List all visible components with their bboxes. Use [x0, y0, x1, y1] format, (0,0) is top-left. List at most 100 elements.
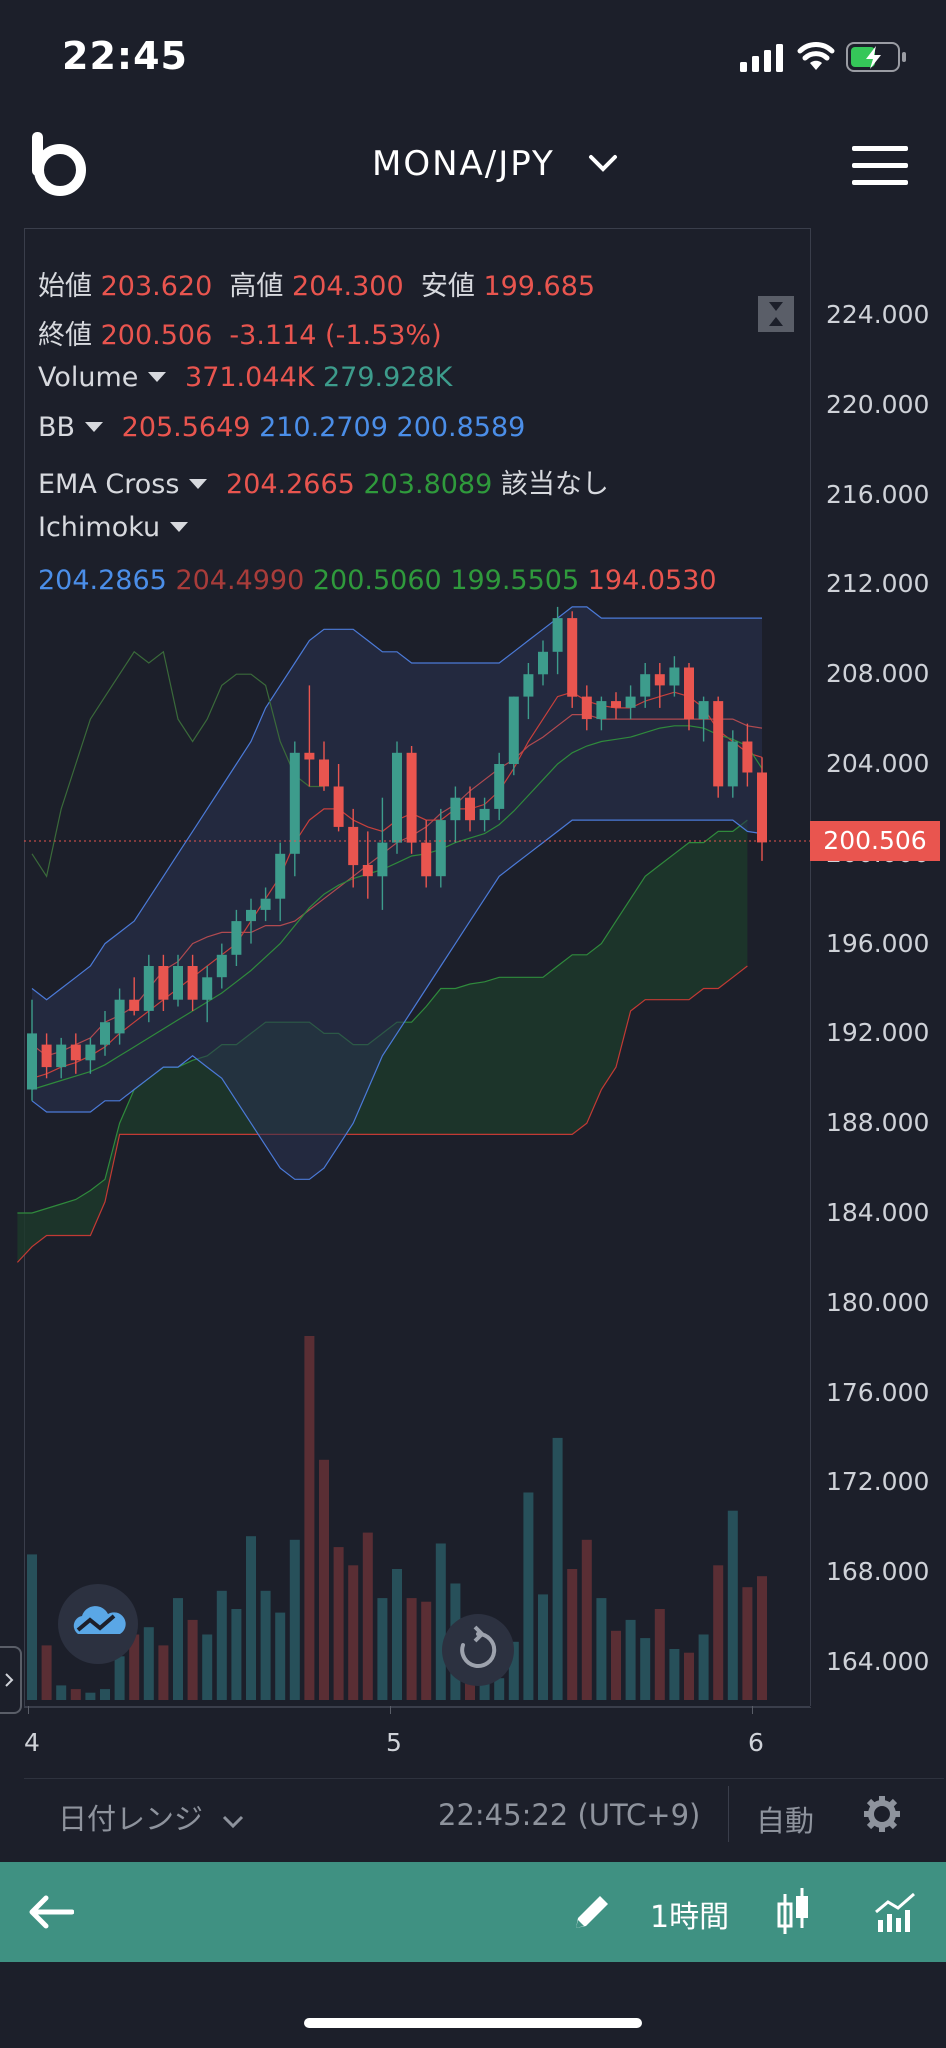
candle-body: [202, 977, 213, 1000]
volume-bar: [421, 1601, 432, 1700]
reset-chart-button[interactable]: [442, 1614, 514, 1686]
chart-frame: [24, 228, 811, 1708]
chevron-down-icon: [589, 155, 617, 172]
bb-mid-value: 205.5649: [121, 412, 251, 443]
volume-bar: [435, 1543, 446, 1700]
side-panel-toggle[interactable]: [0, 1646, 22, 1714]
volume-bar: [727, 1510, 738, 1700]
clock: 22:45: [62, 34, 188, 78]
candle-body: [581, 696, 592, 720]
volume-bar: [289, 1539, 300, 1700]
volume-bars: [27, 1336, 767, 1700]
indicators-button[interactable]: [58, 1584, 138, 1664]
candle-body: [508, 696, 519, 764]
ichimoku-span-a-value: 199.5505: [450, 565, 580, 596]
change-value: -3.114 (-1.53%): [229, 320, 442, 351]
span-b-line: [16, 965, 748, 1263]
price-tick-label: 176.000: [826, 1377, 930, 1407]
legend-bb-row[interactable]: BB 205.5649 210.2709 200.8589: [38, 412, 525, 443]
home-indicator: [304, 2018, 642, 2028]
volume-bar: [85, 1692, 96, 1700]
ichimoku-dropdown-icon[interactable]: [170, 521, 189, 532]
legend-ichimoku-row[interactable]: Ichimoku: [38, 512, 198, 543]
collapse-legend-button[interactable]: [758, 296, 794, 332]
volume-bar: [669, 1649, 680, 1700]
volume-dropdown-icon[interactable]: [148, 371, 167, 382]
volume-up-value: 279.928K: [322, 362, 453, 393]
volume-bar: [567, 1569, 578, 1700]
pencil-icon[interactable]: [570, 1890, 614, 1934]
candle-body: [158, 966, 169, 1000]
ichimoku-lagging-line: [31, 650, 324, 878]
auto-scale-button[interactable]: 自動: [756, 1804, 815, 1838]
price-tick-label: 168.000: [826, 1557, 930, 1587]
candle-body: [114, 999, 125, 1034]
time-tick-label: 5: [386, 1728, 402, 1757]
volume-bar: [713, 1565, 724, 1700]
candle-body: [727, 741, 738, 787]
candle-body: [742, 741, 753, 773]
cloud-chart-icon: [73, 1606, 126, 1634]
candle-body: [435, 820, 446, 877]
volume-bar: [581, 1539, 592, 1700]
candle-body: [85, 1044, 96, 1061]
date-range-dropdown[interactable]: 日付レンジ: [58, 1796, 244, 1838]
volume-bar: [231, 1609, 242, 1700]
settings-gear-icon[interactable]: [862, 1794, 902, 1834]
volume-bar: [260, 1590, 271, 1700]
bb-upper-value: 210.2709: [259, 412, 388, 443]
volume-bar: [56, 1685, 67, 1700]
time-tick-mark: [390, 1706, 391, 1714]
divider: [728, 1786, 729, 1842]
interval-button[interactable]: 1時間: [650, 1900, 730, 1935]
candle-body: [304, 752, 315, 760]
volume-bar: [654, 1609, 665, 1700]
candle-body: [56, 1044, 67, 1068]
volume-bar: [304, 1336, 315, 1700]
volume-bar: [611, 1630, 621, 1700]
candle-body: [275, 853, 286, 899]
price-tick-label: 164.000: [826, 1647, 930, 1676]
volume-bar: [70, 1689, 81, 1700]
menu-icon[interactable]: [852, 146, 908, 186]
status-bar: 22:45: [0, 0, 946, 110]
volume-bar: [625, 1619, 636, 1700]
candle-body: [362, 865, 373, 877]
candle-body: [348, 826, 359, 866]
candle-body: [523, 674, 534, 697]
ema-slow-line: [31, 725, 763, 1091]
legend-ema-row[interactable]: EMA Cross 204.2665 203.8089 該当なし: [38, 462, 609, 501]
low-label: 安値: [420, 271, 475, 302]
pair-selector[interactable]: MONA/JPY: [360, 140, 630, 190]
volume-bar: [41, 1645, 52, 1700]
volume-bar: [348, 1565, 359, 1700]
back-arrow-icon[interactable]: [28, 1894, 74, 1930]
volume-bar: [275, 1612, 286, 1700]
volume-bar: [406, 1598, 417, 1700]
ema-signal-value: 該当なし: [500, 469, 609, 500]
candle-body: [129, 999, 140, 1011]
volume-bar: [508, 1641, 519, 1700]
candle-body: [173, 966, 183, 1000]
bb-dropdown-icon[interactable]: [85, 421, 104, 432]
bb-lower-line: [31, 819, 763, 1180]
app-logo-icon[interactable]: [32, 132, 88, 198]
volume-bar: [684, 1652, 694, 1700]
bb-upper-line: [31, 606, 762, 1001]
ema-dropdown-icon[interactable]: [189, 478, 208, 489]
legend-volume-row[interactable]: Volume 371.044K 279.928K: [38, 362, 452, 393]
collapse-icon: [769, 302, 783, 326]
candlestick-icon[interactable]: [776, 1884, 812, 1940]
price-tick-label: 208.000: [826, 659, 930, 689]
volume-bar: [27, 1554, 37, 1700]
price-tick-label: 220.000: [826, 389, 930, 419]
indicators-chart-icon[interactable]: [874, 1890, 918, 1934]
price-tick-label: 212.000: [826, 569, 930, 599]
candle-body: [100, 1022, 110, 1045]
battery-icon: [846, 42, 906, 72]
ichimoku-lagging-value: 200.5060: [312, 565, 442, 596]
close-value: 200.506: [100, 320, 213, 351]
candle-body: [450, 797, 461, 821]
price-axis-line: [810, 228, 811, 1706]
